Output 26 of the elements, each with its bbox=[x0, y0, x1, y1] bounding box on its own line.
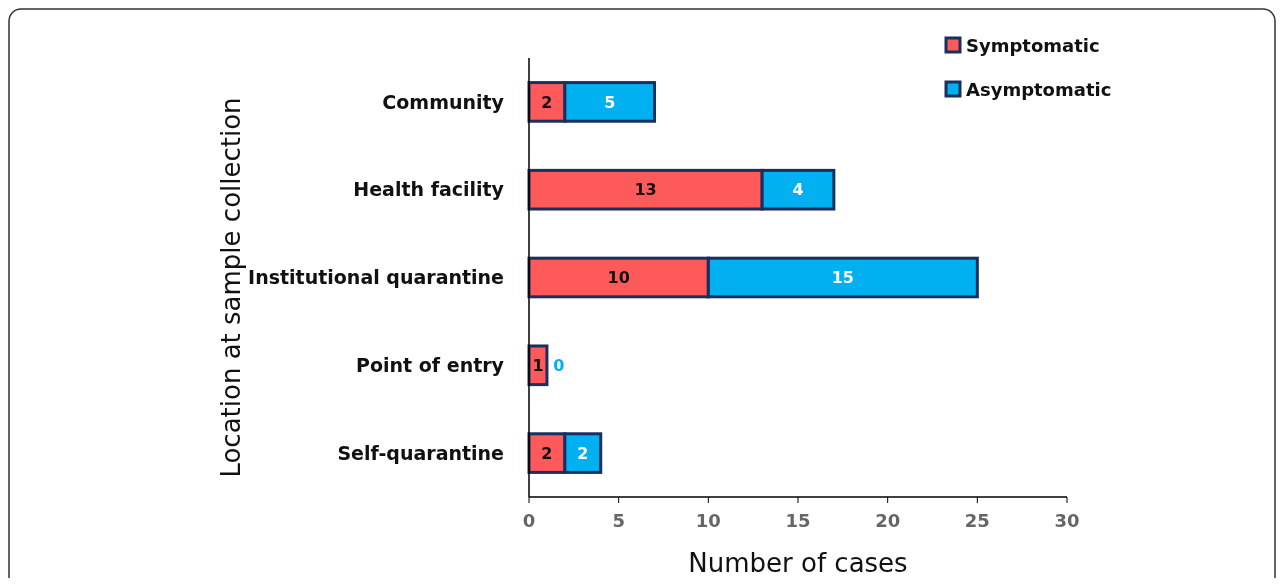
x-tick-label: 15 bbox=[785, 510, 811, 531]
x-axis-title: Number of cases bbox=[688, 548, 908, 578]
y-tick-label: Community bbox=[382, 90, 505, 113]
legend-label: Symptomatic bbox=[966, 35, 1100, 57]
y-tick-label: Health facility bbox=[353, 178, 505, 201]
x-tick-label: 0 bbox=[522, 510, 536, 531]
data-label: 5 bbox=[604, 92, 616, 112]
data-label: 15 bbox=[831, 268, 854, 288]
y-tick-label: Institutional quarantine bbox=[248, 266, 504, 289]
data-label: 10 bbox=[607, 268, 630, 288]
x-tick-label: 20 bbox=[875, 510, 901, 531]
y-tick-label: Point of entry bbox=[356, 353, 505, 376]
x-tick-label: 10 bbox=[695, 510, 721, 531]
data-label: 2 bbox=[577, 443, 589, 463]
data-label: 4 bbox=[792, 180, 804, 200]
data-label: 2 bbox=[541, 92, 553, 112]
x-tick-label: 25 bbox=[964, 510, 990, 531]
y-tick-label: Self-quarantine bbox=[337, 441, 504, 464]
data-label: 13 bbox=[634, 180, 657, 200]
y-axis-title: Location at sample collection bbox=[216, 97, 246, 478]
legend-label: Asymptomatic bbox=[966, 79, 1112, 101]
x-tick-label: 5 bbox=[612, 510, 625, 531]
x-tick-label: 30 bbox=[1054, 510, 1080, 531]
data-label: 0 bbox=[553, 355, 565, 375]
data-label: 1 bbox=[532, 355, 544, 375]
data-label: 2 bbox=[541, 443, 553, 463]
